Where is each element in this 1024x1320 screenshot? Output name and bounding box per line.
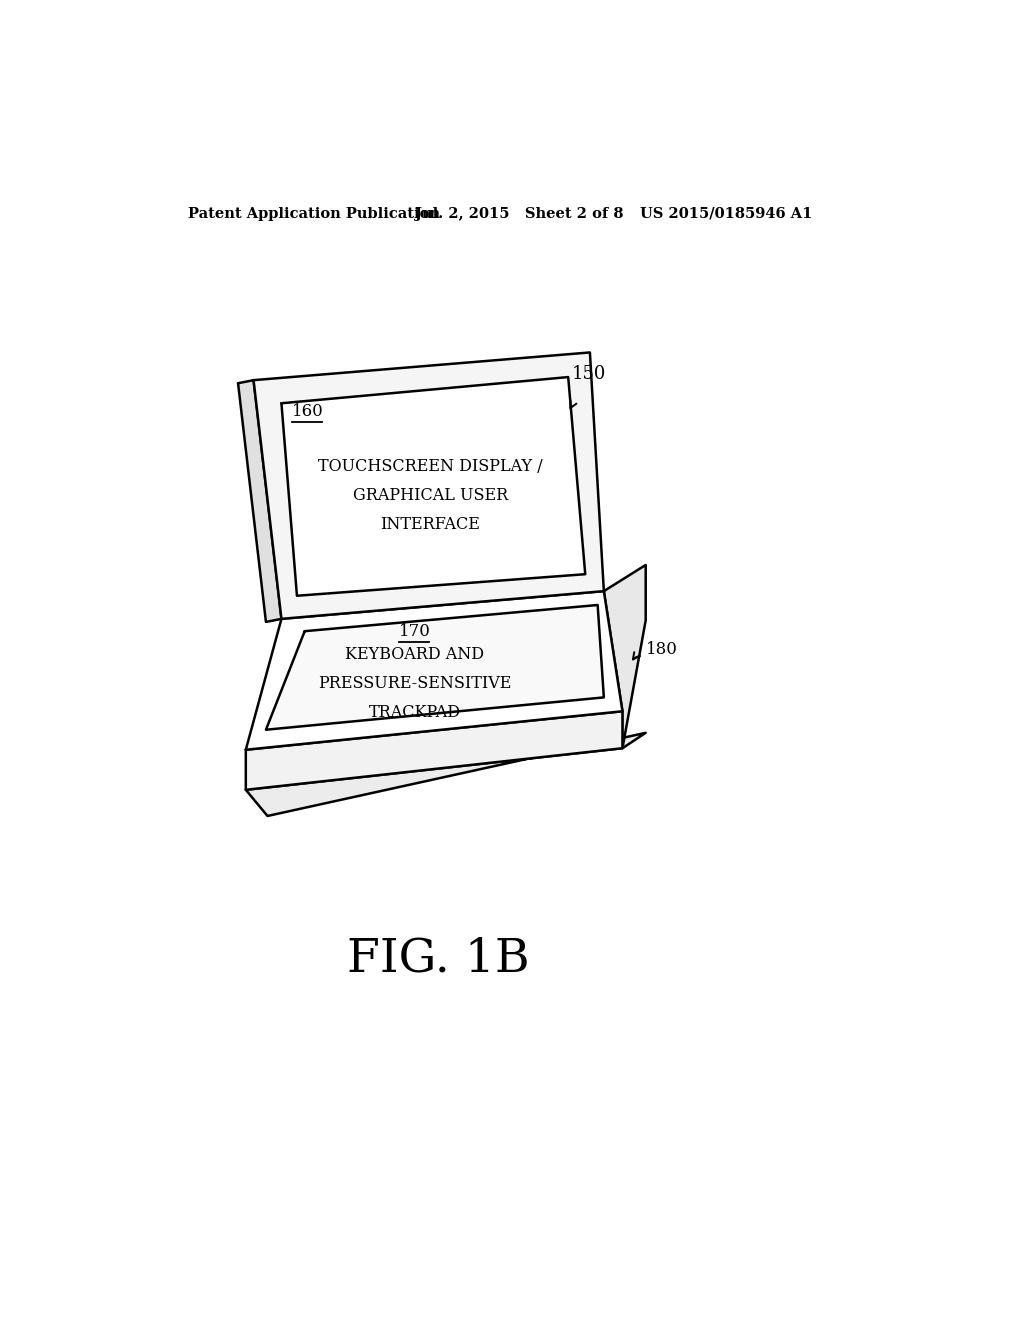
Polygon shape (604, 565, 646, 748)
Text: KEYBOARD AND
PRESSURE-SENSITIVE
TRACKPAD: KEYBOARD AND PRESSURE-SENSITIVE TRACKPAD (318, 647, 511, 721)
Text: 180: 180 (646, 642, 678, 659)
Text: 160: 160 (292, 403, 324, 420)
Polygon shape (246, 591, 623, 750)
Polygon shape (246, 733, 646, 816)
Text: FIG. 1B: FIG. 1B (347, 936, 529, 981)
Polygon shape (254, 352, 604, 619)
Text: TOUCHSCREEN DISPLAY /
GRAPHICAL USER
INTERFACE: TOUCHSCREEN DISPLAY / GRAPHICAL USER INT… (317, 458, 543, 533)
Polygon shape (282, 378, 586, 595)
Text: 170: 170 (399, 623, 431, 640)
Text: US 2015/0185946 A1: US 2015/0185946 A1 (640, 207, 812, 220)
Polygon shape (238, 380, 282, 622)
Text: 150: 150 (571, 366, 605, 383)
Polygon shape (266, 605, 604, 730)
Polygon shape (246, 711, 623, 789)
Text: Patent Application Publication: Patent Application Publication (188, 207, 440, 220)
Text: Jul. 2, 2015   Sheet 2 of 8: Jul. 2, 2015 Sheet 2 of 8 (415, 207, 624, 220)
